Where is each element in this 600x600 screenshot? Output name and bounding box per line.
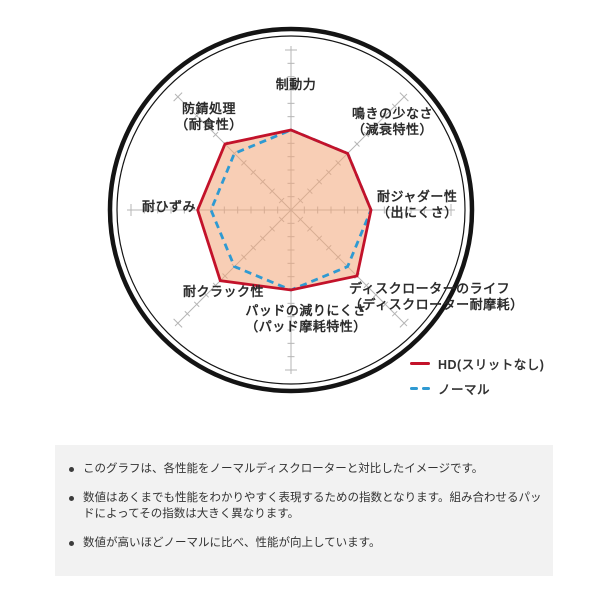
- note-item: 数値が高いほどノーマルに比べ、性能が向上しています。: [67, 535, 545, 551]
- axis-label-braking-force: 制動力: [276, 77, 317, 93]
- inner-ring: [116, 35, 466, 385]
- grid-tick: [184, 310, 191, 317]
- axis-label-text: 制動力: [275, 77, 317, 92]
- axis-label-text: 耐ジャダー性: [377, 189, 458, 204]
- note-text: このグラフは、各性能をノーマルディスクローターと対比したイメージです。: [83, 463, 484, 475]
- grid-tick: [173, 92, 183, 102]
- axis-label-text: 耐クラック性: [183, 284, 265, 299]
- legend-item-normal: ノーマル: [410, 379, 544, 398]
- axis-label-rust-prevention: 防錆処理 （耐食性）: [175, 101, 243, 132]
- grid-tick: [399, 92, 409, 102]
- axis-label-text: 防錆処理: [181, 101, 237, 116]
- legend-label-normal: ノーマル: [438, 383, 491, 397]
- grid-tick: [203, 122, 209, 128]
- axis-label-low-noise: 鳴きの少なさ （減衰特性）: [352, 106, 434, 137]
- bullet-icon: [69, 541, 74, 546]
- chart-legend: HD(スリットなし) ノーマル: [410, 354, 544, 398]
- grid-tick: [391, 103, 398, 110]
- axis-label-rotor-life: ディスクローターのライフ （ディスクローター耐摩耗）: [349, 281, 524, 312]
- bullet-icon: [69, 467, 74, 472]
- bullet-icon: [69, 496, 74, 501]
- grid-tick: [363, 282, 370, 289]
- axis-label-text: 耐ひずみ: [141, 199, 196, 214]
- axis-label-judder-resistance: 耐ジャダー性 （出にくさ）: [377, 189, 458, 220]
- notes-panel: このグラフは、各性能をノーマルディスクローターと対比したイメージです。 数値はあ…: [55, 445, 553, 576]
- grid-tick: [193, 301, 200, 308]
- note-item: 数値はあくまでも性能をわかりやすく表現するための指数となります。組み合わせるパッ…: [67, 490, 545, 522]
- legend-item-hd: HD(スリットなし): [410, 354, 544, 373]
- grid-tick: [382, 301, 389, 308]
- hd-series-fill: [197, 130, 371, 290]
- grid-tick: [193, 112, 200, 119]
- grid-tick: [373, 292, 379, 298]
- grid-tick: [399, 318, 409, 328]
- axis-label-text: ディスクローターのライフ: [349, 281, 511, 296]
- outer-ring: [107, 26, 475, 394]
- hd-line-icon: [410, 362, 430, 365]
- axis-label-distortion-resistance: 耐ひずみ: [142, 199, 196, 215]
- grid-tick: [212, 131, 219, 138]
- normal-dashed-line-icon: [410, 386, 430, 391]
- grid-tick: [173, 318, 183, 328]
- legend-label-hd: HD(スリットなし): [438, 358, 545, 372]
- axis-label-text: パッドの減りにくさ: [245, 303, 367, 318]
- grid-tick: [363, 131, 370, 138]
- grid-tick: [203, 292, 209, 298]
- axis-label-crack-resistance: 耐クラック性: [183, 284, 264, 300]
- note-text: 数値はあくまでも性能をわかりやすく表現するための指数となります。組み合わせるパッ…: [83, 492, 542, 520]
- axis-label-pad-wear: パッドの減りにくさ （パッド摩耗特性）: [245, 303, 367, 334]
- note-text: 数値が高いほどノーマルに比べ、性能が向上しています。: [83, 537, 381, 549]
- grid-tick: [382, 112, 389, 119]
- grid-tick: [212, 282, 219, 289]
- axis-label-text: 鳴きの少なさ: [352, 106, 434, 121]
- grid-tick: [373, 122, 379, 128]
- hd-series-polygon: [196, 128, 373, 292]
- grid-tick: [391, 310, 398, 317]
- note-item: このグラフは、各性能をノーマルディスクローターと対比したイメージです。: [67, 461, 545, 477]
- grid-tick: [184, 103, 191, 110]
- radar-chart-svg: [107, 26, 475, 394]
- grid-tick: [354, 141, 360, 147]
